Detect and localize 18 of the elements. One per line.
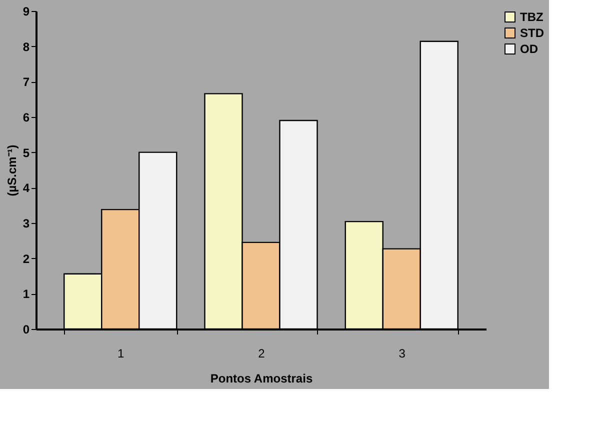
legend-label: OD	[520, 42, 538, 56]
y-tick-label: 1	[22, 287, 30, 302]
legend-label: TBZ	[520, 10, 544, 24]
y-tick-label: 5	[22, 146, 30, 160]
y-tick-label: 7	[22, 75, 30, 90]
y-tick-label: 9	[22, 4, 30, 18]
x-tick-label: 1	[118, 346, 125, 360]
y-tick-label: 2	[22, 252, 30, 266]
x-axis-title: Pontos Amostrais	[210, 372, 313, 386]
x-tick-label: 3	[398, 346, 406, 360]
y-tick-label: 3	[22, 216, 30, 230]
y-axis-title: (µS.cm⁻¹)	[4, 144, 19, 196]
y-tick-label: 8	[22, 40, 30, 54]
x-tick-label: 2	[258, 346, 266, 360]
y-tick-label: 6	[22, 110, 30, 124]
legend-label: STD	[520, 26, 544, 40]
y-tick-label: 0	[22, 322, 30, 336]
y-tick-label: 4	[22, 181, 30, 196]
